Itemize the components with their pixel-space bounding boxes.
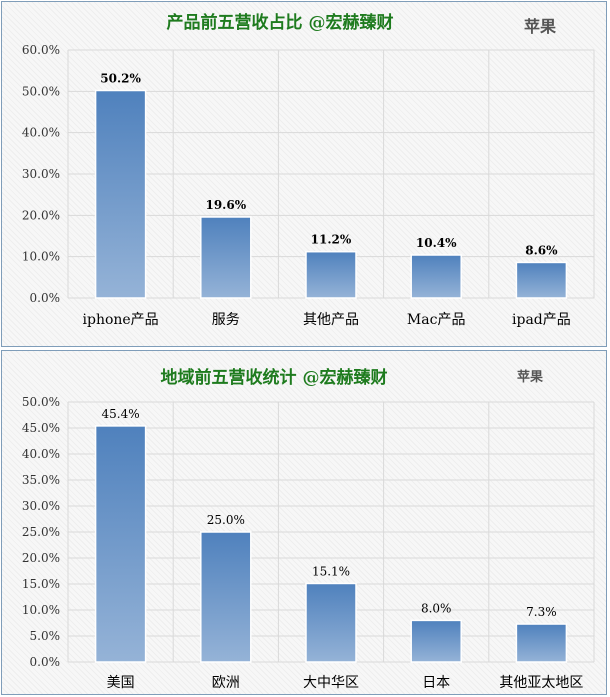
product-revenue-chart-panel: 产品前五营收占比 @宏赫臻财 苹果 0.0% 10.0% 20.0% 30.0% 40.0%… <box>1 1 607 347</box>
region-category-label: 日本 <box>422 675 450 691</box>
region-bar <box>305 582 357 663</box>
product-bar <box>515 261 568 299</box>
region-category-label: 欧洲 <box>212 675 240 691</box>
product-bar <box>94 89 147 299</box>
region-category-label: 美国 <box>107 675 135 691</box>
region-y-tick-label: 20.0% <box>22 551 60 565</box>
product-brand-label: 苹果 <box>524 17 556 36</box>
region-bar <box>200 531 252 663</box>
region-chart-title: 地域前五营收统计 @宏赫臻财 <box>161 367 388 388</box>
region-bar <box>515 623 568 663</box>
product-bar <box>200 216 252 299</box>
region-y-tick-label: 30.0% <box>22 499 60 513</box>
region-brand-label: 苹果 <box>517 369 543 385</box>
product-revenue-chart: 产品前五营收占比 @宏赫臻财 苹果 0.0% 10.0% 20.0% 30.0% 40.0%… <box>22 12 595 328</box>
region-category-label: 大中华区 <box>303 675 359 691</box>
product-data-label: 8.6% <box>525 243 558 257</box>
product-chart-title: 产品前五营收占比 @宏赫臻财 <box>167 12 394 33</box>
region-y-tick-label: 40.0% <box>22 447 60 461</box>
product-category-label: iphone产品 <box>83 312 159 328</box>
product-bar <box>305 250 357 299</box>
region-data-label: 15.1% <box>312 564 350 578</box>
product-y-tick-label: 40.0% <box>22 126 60 140</box>
region-revenue-chart: 地域前五营收统计 @宏赫臻财 苹果 0.0% 5.0% 10.0% 15.0% 20.0% 2… <box>22 367 595 691</box>
product-category-label: 其他产品 <box>303 312 359 328</box>
region-bar <box>410 619 462 663</box>
product-y-tick-label: 20.0% <box>22 208 60 222</box>
product-y-tick-label: 0.0% <box>30 291 61 305</box>
region-data-label: 45.4% <box>102 407 140 421</box>
region-y-tick-label: 50.0% <box>22 395 60 409</box>
region-y-tick-label: 35.0% <box>22 473 60 487</box>
product-y-tick-label: 60.0% <box>22 43 60 57</box>
product-y-tick-label: 10.0% <box>22 250 60 264</box>
region-y-tick-label: 5.0% <box>30 629 61 643</box>
region-data-label: 7.3% <box>526 605 557 619</box>
region-category-label: 其他亚太地区 <box>499 675 583 691</box>
region-revenue-chart-panel: 地域前五营收统计 @宏赫臻财 苹果 0.0% 5.0% 10.0% 15.0% 20.0% 2… <box>1 350 607 695</box>
product-y-tick-label: 30.0% <box>22 167 60 181</box>
region-data-label: 25.0% <box>207 513 245 527</box>
region-y-tick-label: 15.0% <box>22 577 60 591</box>
region-data-label: 8.0% <box>421 601 452 615</box>
product-y-tick-label: 50.0% <box>22 84 60 98</box>
region-y-tick-label: 45.0% <box>22 421 60 435</box>
product-data-label: 19.6% <box>205 198 246 212</box>
region-bar <box>94 425 147 663</box>
product-data-label: 10.4% <box>416 236 457 250</box>
region-y-tick-label: 10.0% <box>22 603 60 617</box>
product-category-label: ipad产品 <box>512 312 571 328</box>
product-data-label: 11.2% <box>311 233 352 247</box>
product-category-label: 服务 <box>212 312 240 328</box>
product-bar <box>410 254 462 299</box>
product-category-label: Mac产品 <box>407 312 466 328</box>
region-y-tick-label: 25.0% <box>22 525 60 539</box>
region-y-tick-label: 0.0% <box>30 655 61 669</box>
product-data-label: 50.2% <box>100 72 141 86</box>
